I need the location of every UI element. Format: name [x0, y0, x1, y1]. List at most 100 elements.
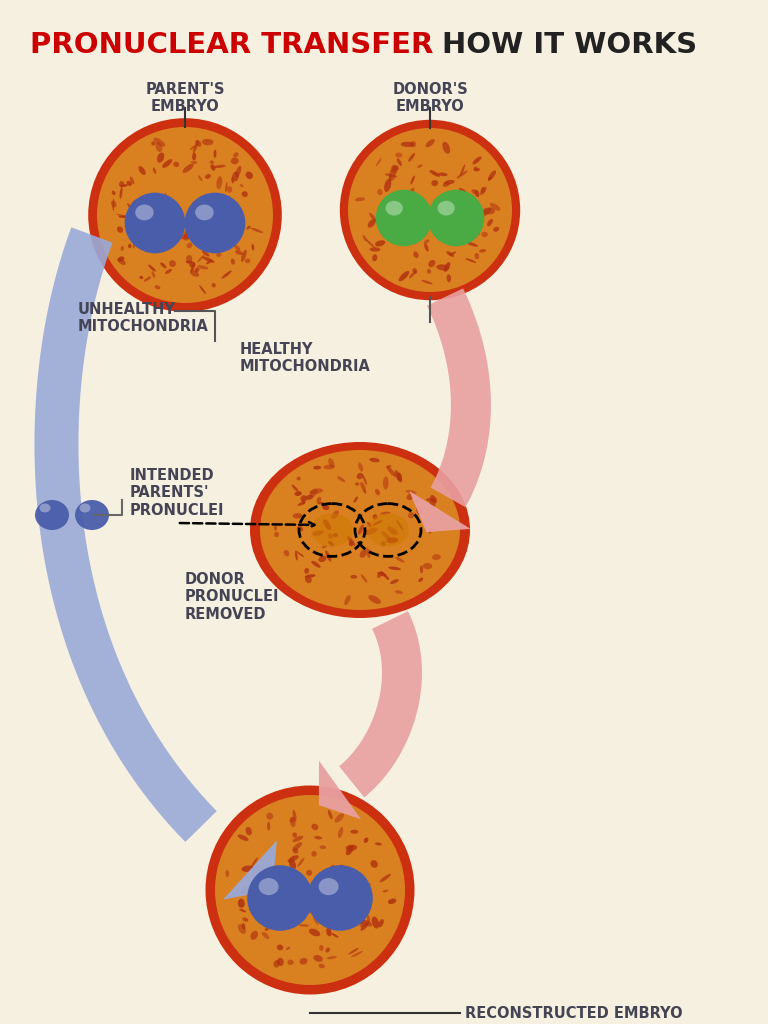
Ellipse shape: [128, 244, 131, 248]
Ellipse shape: [349, 948, 359, 954]
Ellipse shape: [376, 189, 432, 247]
Ellipse shape: [372, 520, 382, 525]
Ellipse shape: [369, 247, 380, 252]
Ellipse shape: [355, 482, 359, 485]
Ellipse shape: [311, 513, 353, 547]
Ellipse shape: [202, 251, 210, 256]
Ellipse shape: [408, 512, 414, 518]
Ellipse shape: [250, 931, 258, 940]
Ellipse shape: [396, 472, 402, 481]
Ellipse shape: [260, 908, 269, 919]
Ellipse shape: [195, 205, 214, 220]
Ellipse shape: [293, 836, 303, 842]
Ellipse shape: [326, 956, 337, 959]
Ellipse shape: [350, 574, 357, 579]
Ellipse shape: [233, 153, 239, 158]
Ellipse shape: [304, 568, 309, 573]
Ellipse shape: [304, 891, 316, 898]
Ellipse shape: [410, 175, 415, 184]
Ellipse shape: [339, 120, 520, 300]
Ellipse shape: [323, 519, 331, 530]
Ellipse shape: [259, 878, 279, 895]
Ellipse shape: [362, 475, 367, 485]
Ellipse shape: [449, 252, 456, 255]
Ellipse shape: [246, 172, 253, 179]
Ellipse shape: [35, 500, 69, 530]
Ellipse shape: [290, 817, 295, 822]
Ellipse shape: [417, 165, 422, 168]
Ellipse shape: [195, 267, 200, 272]
Ellipse shape: [382, 890, 389, 892]
Ellipse shape: [242, 887, 249, 894]
Ellipse shape: [391, 165, 398, 173]
Ellipse shape: [235, 166, 241, 177]
Ellipse shape: [120, 187, 123, 199]
Ellipse shape: [262, 913, 274, 921]
Ellipse shape: [339, 864, 346, 872]
Ellipse shape: [333, 534, 338, 538]
Ellipse shape: [479, 249, 486, 253]
Ellipse shape: [313, 955, 323, 962]
Ellipse shape: [147, 221, 152, 229]
Ellipse shape: [183, 164, 194, 173]
Ellipse shape: [293, 833, 297, 838]
Ellipse shape: [384, 179, 392, 193]
Ellipse shape: [266, 865, 277, 870]
Text: RECONSTRUCTED EMBRYO: RECONSTRUCTED EMBRYO: [465, 1006, 683, 1021]
Ellipse shape: [346, 845, 353, 855]
Ellipse shape: [293, 848, 299, 854]
Ellipse shape: [259, 865, 263, 873]
Ellipse shape: [429, 529, 431, 534]
Ellipse shape: [183, 234, 189, 241]
Ellipse shape: [319, 556, 326, 562]
Ellipse shape: [165, 193, 169, 205]
Ellipse shape: [117, 226, 123, 232]
Ellipse shape: [260, 450, 460, 610]
Ellipse shape: [493, 226, 499, 231]
Ellipse shape: [453, 229, 458, 234]
Ellipse shape: [328, 458, 335, 468]
Ellipse shape: [112, 199, 114, 211]
Ellipse shape: [242, 191, 248, 197]
Ellipse shape: [274, 898, 283, 902]
Ellipse shape: [195, 140, 201, 146]
Ellipse shape: [439, 172, 448, 176]
Ellipse shape: [351, 951, 363, 957]
Ellipse shape: [139, 275, 144, 280]
Ellipse shape: [309, 908, 320, 913]
Ellipse shape: [360, 922, 369, 931]
Ellipse shape: [348, 128, 512, 292]
Ellipse shape: [474, 168, 480, 171]
Ellipse shape: [228, 230, 236, 240]
Ellipse shape: [250, 227, 263, 233]
Ellipse shape: [231, 176, 234, 183]
Ellipse shape: [187, 243, 192, 248]
Ellipse shape: [217, 176, 222, 189]
Ellipse shape: [381, 571, 389, 580]
Ellipse shape: [429, 170, 440, 177]
Ellipse shape: [292, 484, 299, 492]
Ellipse shape: [319, 899, 323, 904]
Ellipse shape: [197, 255, 204, 262]
Ellipse shape: [295, 551, 298, 560]
Ellipse shape: [468, 229, 473, 236]
Ellipse shape: [163, 238, 168, 246]
Ellipse shape: [472, 157, 482, 165]
Ellipse shape: [395, 470, 402, 482]
Ellipse shape: [372, 254, 377, 261]
Ellipse shape: [397, 158, 402, 166]
Ellipse shape: [475, 253, 479, 259]
Ellipse shape: [332, 510, 339, 519]
Ellipse shape: [199, 286, 206, 294]
Ellipse shape: [490, 203, 501, 211]
Ellipse shape: [189, 261, 196, 267]
Ellipse shape: [356, 908, 368, 916]
Ellipse shape: [190, 145, 196, 150]
Ellipse shape: [174, 162, 179, 167]
Ellipse shape: [436, 264, 449, 270]
Ellipse shape: [349, 541, 353, 547]
Ellipse shape: [75, 500, 109, 530]
Ellipse shape: [399, 475, 402, 481]
Ellipse shape: [420, 565, 423, 573]
Ellipse shape: [154, 137, 165, 146]
